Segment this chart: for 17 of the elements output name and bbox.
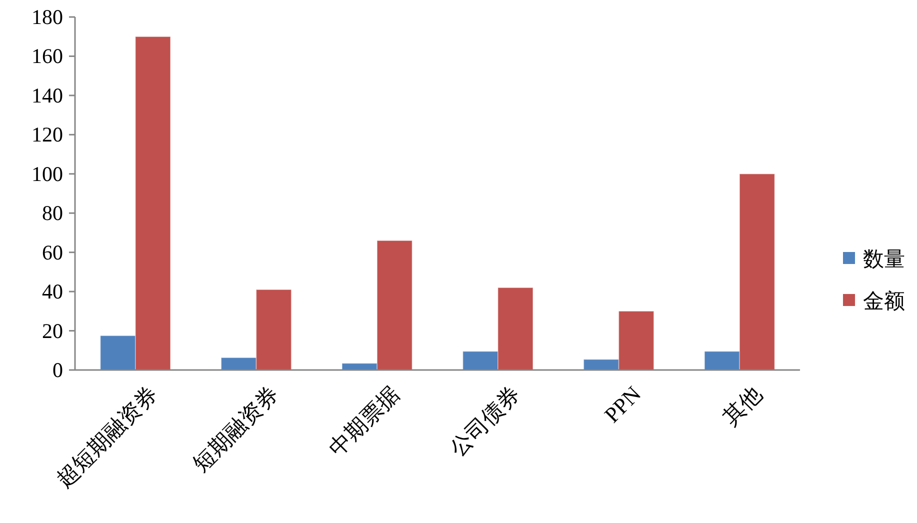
legend-label: 数量 bbox=[863, 247, 905, 271]
y-tick-label: 180 bbox=[32, 5, 63, 29]
x-tick-label: 中期票据 bbox=[324, 381, 404, 462]
y-tick-label: 20 bbox=[42, 318, 63, 343]
y-tick-label: 60 bbox=[42, 240, 63, 264]
x-tick-label: 其他 bbox=[718, 381, 766, 430]
x-tick-label: 超短期融资券 bbox=[51, 381, 162, 492]
y-tick-label: 160 bbox=[32, 44, 63, 68]
y-tick-label: 140 bbox=[32, 83, 63, 108]
y-tick-label: 40 bbox=[42, 280, 63, 304]
y-tick-label: 80 bbox=[42, 201, 63, 226]
y-tick-label: 0 bbox=[52, 358, 63, 382]
y-tick-label: 120 bbox=[32, 122, 63, 147]
legend-label: 金额 bbox=[863, 289, 905, 313]
y-tick-label: 100 bbox=[32, 162, 63, 186]
x-tick-label: 公司债券 bbox=[444, 381, 525, 462]
x-tick-label: 短期融资券 bbox=[188, 381, 284, 477]
